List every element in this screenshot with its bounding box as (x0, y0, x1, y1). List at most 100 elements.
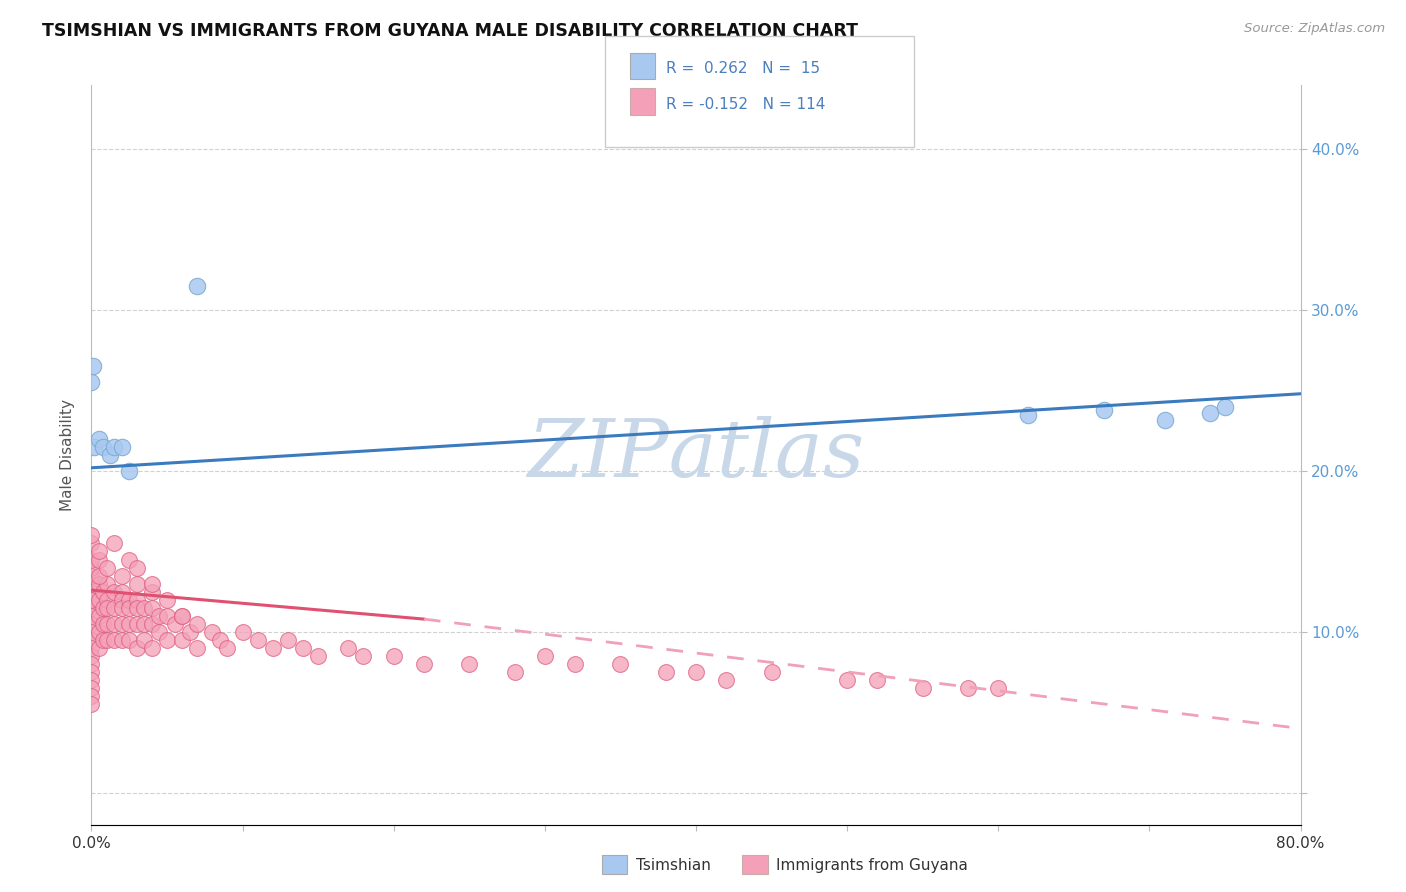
Point (141, 616, 163, 631)
Point (111, 568, 132, 582)
Point (141, 576, 163, 591)
Point (87, 641, 110, 656)
Text: ZIP​atlas: ZIP​atlas (527, 417, 865, 493)
Point (533, 649, 555, 664)
Point (87, 592, 110, 607)
Text: Tsimshian: Tsimshian (636, 858, 710, 872)
Point (118, 633, 141, 648)
Point (80, 681, 103, 696)
Point (172, 633, 194, 648)
Point (911, 681, 934, 696)
Point (103, 616, 125, 631)
Point (87, 568, 110, 582)
Point (1213, 400, 1236, 414)
Point (1092, 402, 1115, 417)
Point (80, 616, 103, 631)
Point (80, 608, 103, 623)
Point (87, 432, 110, 446)
Point (503, 665, 526, 680)
Point (125, 592, 148, 607)
Point (87, 552, 110, 566)
Y-axis label: Male Disability: Male Disability (60, 399, 76, 511)
Point (93, 440, 115, 454)
Point (201, 624, 224, 639)
Point (134, 633, 156, 648)
Point (96, 600, 118, 615)
Point (111, 633, 132, 648)
Point (835, 673, 858, 688)
Point (186, 279, 208, 293)
Point (654, 665, 676, 680)
Point (96, 633, 118, 648)
Point (103, 536, 125, 550)
Point (80, 698, 103, 712)
Point (866, 673, 889, 688)
Point (125, 576, 148, 591)
Text: Source: ZipAtlas.com: Source: ZipAtlas.com (1244, 22, 1385, 36)
Point (96, 592, 118, 607)
Point (172, 608, 194, 623)
Point (458, 657, 481, 672)
Point (141, 641, 163, 656)
Text: Immigrants from Guyana: Immigrants from Guyana (776, 858, 967, 872)
Point (80, 592, 103, 607)
Point (98, 448, 121, 462)
Point (262, 641, 284, 656)
Point (96, 576, 118, 591)
Point (156, 608, 179, 623)
Point (111, 616, 132, 631)
Point (80, 600, 103, 615)
Text: R = -0.152   N = 114: R = -0.152 N = 114 (666, 97, 825, 112)
Point (125, 600, 148, 615)
Point (80, 576, 103, 591)
Point (80, 665, 103, 680)
Point (1198, 406, 1220, 420)
Point (87, 544, 110, 558)
Point (80, 376, 103, 390)
Point (83, 440, 105, 454)
Point (103, 584, 125, 599)
Point (80, 649, 103, 664)
Point (96, 560, 118, 574)
Point (93, 616, 115, 631)
Point (80, 584, 103, 599)
Point (80, 624, 103, 639)
Point (246, 633, 269, 648)
Point (134, 616, 156, 631)
Point (1018, 408, 1040, 422)
Point (609, 657, 631, 672)
Point (217, 641, 239, 656)
Point (80, 641, 103, 656)
Point (80, 568, 103, 582)
Point (1153, 412, 1175, 426)
Point (413, 657, 436, 672)
Point (186, 616, 208, 631)
Point (148, 608, 170, 623)
Point (292, 641, 315, 656)
Point (134, 600, 156, 615)
Point (111, 584, 132, 599)
Point (82, 359, 104, 374)
Point (186, 641, 208, 656)
Point (141, 584, 163, 599)
Point (125, 641, 148, 656)
Point (761, 665, 783, 680)
Point (277, 633, 299, 648)
Point (179, 624, 201, 639)
Point (231, 624, 253, 639)
Point (111, 440, 132, 454)
Point (208, 633, 231, 648)
Point (93, 584, 115, 599)
Point (118, 600, 141, 615)
Point (80, 536, 103, 550)
Point (156, 592, 179, 607)
Point (118, 464, 141, 478)
Point (307, 649, 329, 664)
Point (382, 649, 405, 664)
Point (337, 641, 360, 656)
Text: TSIMSHIAN VS IMMIGRANTS FROM GUYANA MALE DISABILITY CORRELATION CHART: TSIMSHIAN VS IMMIGRANTS FROM GUYANA MALE… (42, 22, 858, 40)
Point (103, 600, 125, 615)
Point (118, 616, 141, 631)
Point (87, 608, 110, 623)
Point (685, 665, 707, 680)
